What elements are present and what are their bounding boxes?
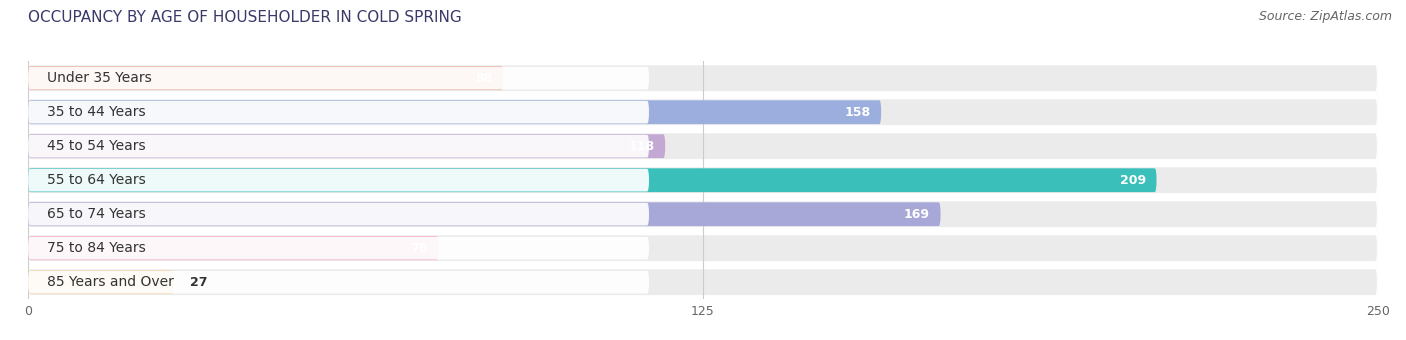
FancyBboxPatch shape xyxy=(28,132,1378,160)
FancyBboxPatch shape xyxy=(28,236,439,260)
FancyBboxPatch shape xyxy=(28,168,1157,192)
Text: 45 to 54 Years: 45 to 54 Years xyxy=(46,139,146,153)
FancyBboxPatch shape xyxy=(28,270,174,294)
Text: Source: ZipAtlas.com: Source: ZipAtlas.com xyxy=(1258,10,1392,23)
FancyBboxPatch shape xyxy=(28,169,650,191)
FancyBboxPatch shape xyxy=(28,100,882,124)
Text: 169: 169 xyxy=(904,208,929,221)
FancyBboxPatch shape xyxy=(28,200,1378,228)
Text: 88: 88 xyxy=(475,72,492,85)
Text: 209: 209 xyxy=(1119,174,1146,187)
Text: 75 to 84 Years: 75 to 84 Years xyxy=(46,241,146,255)
FancyBboxPatch shape xyxy=(28,98,1378,126)
FancyBboxPatch shape xyxy=(28,237,650,259)
FancyBboxPatch shape xyxy=(28,67,650,89)
Text: 85 Years and Over: 85 Years and Over xyxy=(46,275,174,289)
Text: 27: 27 xyxy=(190,276,208,289)
FancyBboxPatch shape xyxy=(28,268,1378,296)
FancyBboxPatch shape xyxy=(28,64,1378,92)
FancyBboxPatch shape xyxy=(28,101,650,123)
FancyBboxPatch shape xyxy=(28,166,1378,194)
FancyBboxPatch shape xyxy=(28,203,650,225)
Text: 35 to 44 Years: 35 to 44 Years xyxy=(46,105,146,119)
Text: 76: 76 xyxy=(411,242,427,255)
FancyBboxPatch shape xyxy=(28,271,650,293)
FancyBboxPatch shape xyxy=(28,66,503,90)
Text: 118: 118 xyxy=(628,140,654,153)
Text: 55 to 64 Years: 55 to 64 Years xyxy=(46,173,146,187)
FancyBboxPatch shape xyxy=(28,234,1378,262)
Text: 158: 158 xyxy=(844,106,870,119)
FancyBboxPatch shape xyxy=(28,135,650,157)
FancyBboxPatch shape xyxy=(28,202,941,226)
FancyBboxPatch shape xyxy=(28,134,665,158)
Text: OCCUPANCY BY AGE OF HOUSEHOLDER IN COLD SPRING: OCCUPANCY BY AGE OF HOUSEHOLDER IN COLD … xyxy=(28,10,461,25)
Text: 65 to 74 Years: 65 to 74 Years xyxy=(46,207,146,221)
Text: Under 35 Years: Under 35 Years xyxy=(46,71,152,85)
